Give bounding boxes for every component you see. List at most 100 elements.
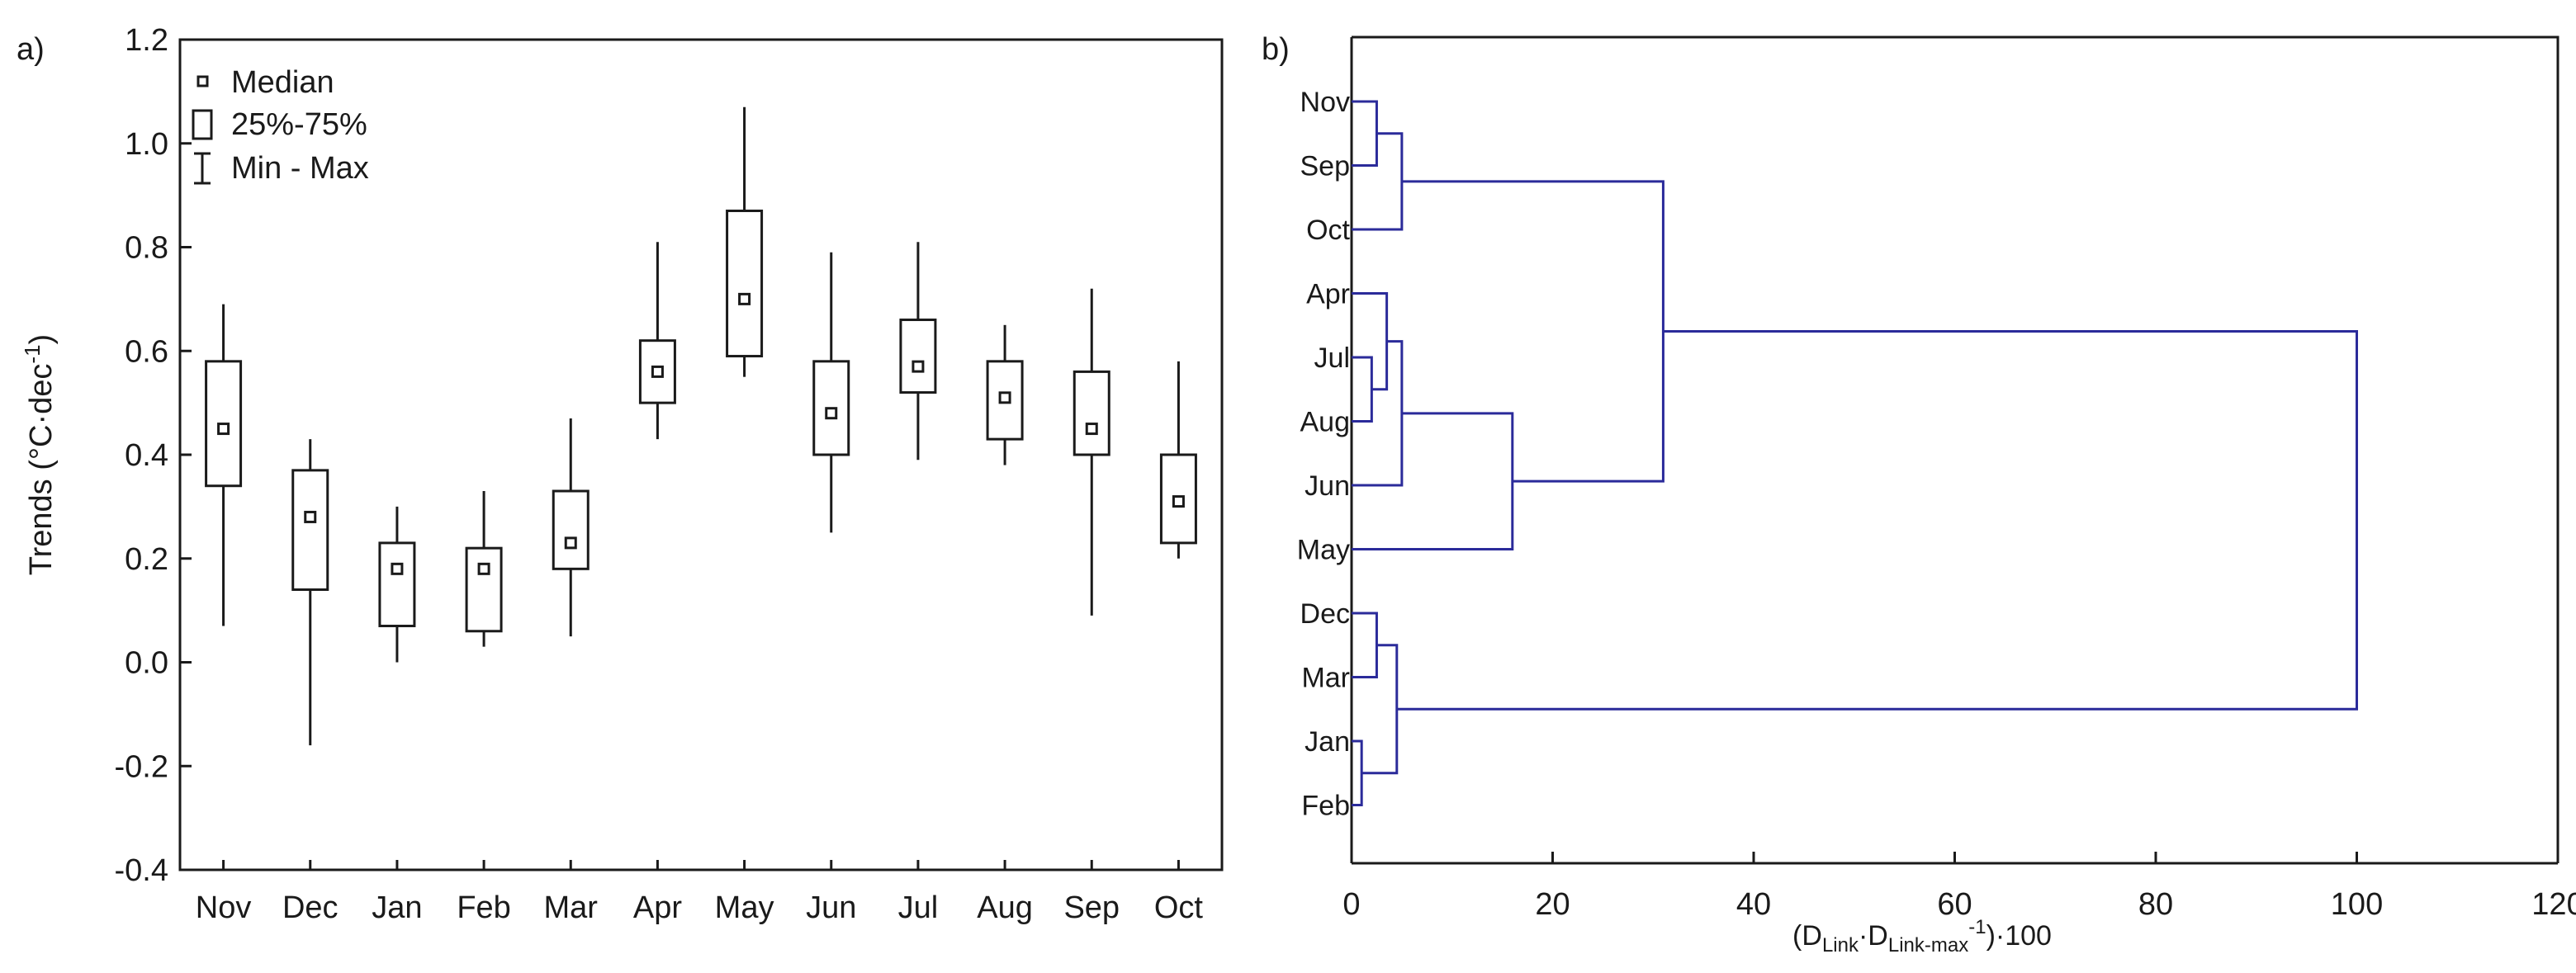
dendrogram-link	[1352, 356, 1373, 423]
box-jul	[899, 242, 937, 461]
x-tick-label: Aug	[977, 890, 1033, 925]
legend-median-marker	[197, 75, 209, 87]
leaf-label-may: May	[1297, 535, 1350, 566]
x-tick-label: 100	[2331, 887, 2383, 922]
panel-b-label: b)	[1262, 32, 1290, 67]
leaf-label-nov: Nov	[1300, 87, 1350, 118]
x-axis-label-sup: -1	[1968, 916, 1986, 938]
x-axis-label-dot: ·D	[1859, 920, 1888, 952]
x-tick-label: Nov	[196, 890, 252, 925]
median-marker	[217, 423, 230, 436]
box-apr	[638, 242, 676, 440]
leaf-label-oct: Oct	[1306, 215, 1350, 246]
median-marker	[825, 407, 838, 420]
x-axis: 0 20 40 60 80 100 120	[1342, 852, 2576, 922]
y-axis-label-sup: -1	[20, 344, 45, 363]
x-tick-label: May	[715, 890, 774, 925]
leaf-label-jul: Jul	[1314, 342, 1350, 374]
y-tick-label: -0.2	[115, 749, 168, 784]
iqr-box	[378, 541, 416, 627]
x-tick-label: 40	[1736, 887, 1771, 922]
y-axis-label: Trends (°C·dec-1)	[20, 334, 59, 575]
dendrogram-link	[1352, 739, 1363, 806]
x-axis: Nov Dec Jan Feb Mar Apr May Jun Jul Aug Sep Oct	[196, 860, 1204, 925]
median-marker	[564, 536, 577, 550]
y-axis-label-close: )	[24, 334, 59, 345]
legend-box-label: 25%-75%	[231, 107, 367, 142]
leaf-label-apr: Apr	[1306, 279, 1350, 310]
x-tick-label: 80	[2138, 887, 2173, 922]
iqr-box	[552, 489, 590, 570]
dendrogram-links	[1352, 100, 2358, 806]
leaf-label-jan: Jan	[1305, 726, 1350, 758]
x-tick-label: 0	[1342, 887, 1360, 922]
y-tick-label: 0.0	[125, 646, 168, 681]
legend: Median 25%-75% Min - Max	[192, 65, 369, 186]
median-marker	[304, 510, 317, 523]
median-marker	[738, 292, 751, 305]
x-tick-label: Mar	[544, 890, 599, 925]
x-tick-label: Jan	[372, 890, 422, 925]
x-axis-label-sub1: Link	[1822, 934, 1859, 956]
dendrogram-link	[1361, 644, 1399, 775]
x-tick-label: Jul	[898, 890, 939, 925]
iqr-box	[1073, 370, 1110, 456]
iqr-box	[726, 209, 764, 358]
box-oct	[1159, 361, 1197, 559]
median-marker	[912, 360, 925, 373]
x-axis-label: (DLink·DLink-max-1)·100	[1792, 916, 2052, 956]
dendrogram-link	[1352, 100, 1378, 167]
box-may	[726, 106, 764, 377]
x-tick-label: 60	[1937, 887, 1972, 922]
dendrogram-link	[1396, 330, 2358, 711]
legend-box-marker	[192, 109, 213, 140]
dendrogram-link	[1352, 292, 1389, 391]
dendrogram-panel: b) 0 20 40 60 80 100 120 Nov Sep Oct Apr Jul Aug Jun…	[1262, 32, 2576, 956]
y-axis-label-main: Trends (°C·dec	[24, 364, 59, 576]
x-axis-label-open: (D	[1792, 920, 1822, 952]
y-tick-label: 0.4	[125, 438, 168, 473]
x-tick-label: 120	[2531, 887, 2576, 922]
y-tick-label: 1.0	[125, 127, 168, 162]
box-dec	[291, 439, 329, 746]
leaf-label-feb: Feb	[1301, 791, 1350, 822]
median-marker	[1085, 423, 1098, 436]
dendrogram-link	[1352, 612, 1378, 678]
median-marker	[1172, 495, 1185, 508]
x-tick-label: Jun	[806, 890, 856, 925]
iqr-box	[638, 339, 676, 404]
y-tick-label: 1.2	[125, 23, 168, 58]
legend-whisker-marker	[194, 152, 211, 185]
box-series	[205, 106, 1197, 746]
box-sep	[1073, 288, 1110, 616]
median-marker	[651, 365, 664, 378]
leaf-label-dec: Dec	[1300, 598, 1350, 630]
y-tick-label: 0.2	[125, 542, 168, 577]
legend-median-label: Median	[231, 65, 334, 100]
leaf-labels: Nov Sep Oct Apr Jul Aug Jun May Dec Mar Jan Feb	[1297, 87, 1351, 822]
y-tick-label: 0.6	[125, 334, 168, 369]
iqr-box	[291, 469, 329, 591]
dendrogram-link	[1352, 340, 1404, 487]
iqr-box	[1159, 453, 1197, 545]
x-axis-label-sub2: Link-max	[1888, 934, 1968, 956]
dendrogram-link	[1401, 180, 1664, 483]
x-tick-label: Feb	[457, 890, 510, 925]
y-axis: -0.4 -0.2 0.0 0.2 0.4 0.6 0.8 1.0 1.2	[115, 23, 192, 888]
x-tick-label: Oct	[1154, 890, 1204, 925]
leaf-label-aug: Aug	[1300, 407, 1351, 438]
median-marker	[998, 391, 1011, 404]
box-jan	[378, 506, 416, 663]
median-marker	[477, 562, 490, 575]
y-tick-label: 0.8	[125, 231, 168, 266]
box-feb	[465, 491, 503, 647]
x-tick-label: Dec	[282, 890, 339, 925]
box-nov	[205, 304, 243, 626]
dendrogram-link	[1352, 412, 1514, 550]
panel-a-label: a)	[17, 32, 45, 67]
x-tick-label: Apr	[633, 890, 682, 925]
x-axis-label-close: )·100	[1986, 920, 2052, 952]
leaf-label-jun: Jun	[1305, 470, 1350, 502]
leaf-label-sep: Sep	[1300, 151, 1351, 182]
